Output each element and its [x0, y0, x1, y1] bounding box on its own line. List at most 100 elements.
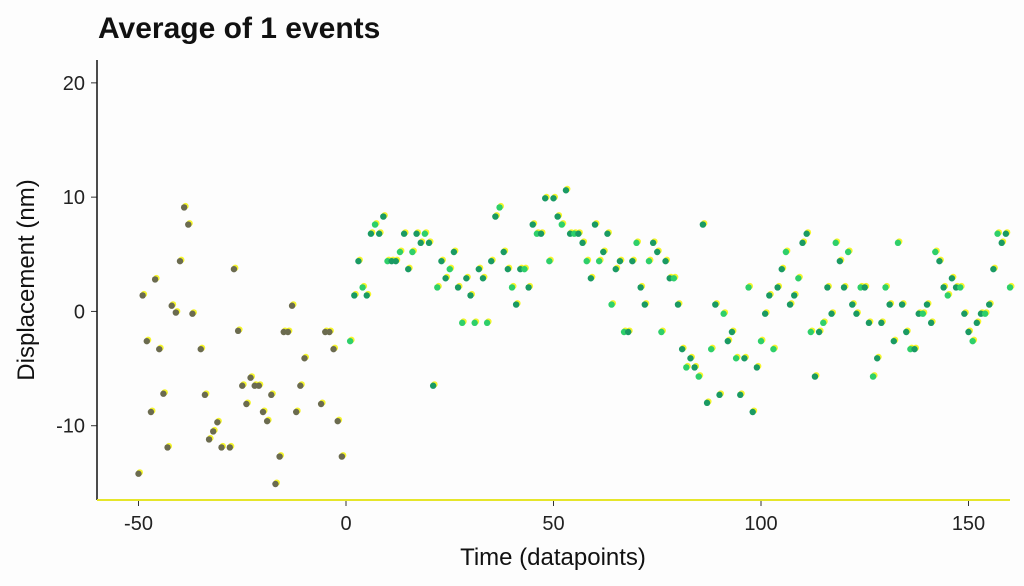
data-point: [226, 444, 233, 451]
x-axis-title: Time (datapoints): [460, 544, 646, 571]
data-point: [633, 239, 640, 247]
data-point: [355, 257, 362, 265]
data-point: [658, 328, 665, 336]
data-point: [969, 337, 976, 345]
data-point: [745, 284, 752, 291]
data-point: [396, 248, 404, 256]
data-point: [828, 310, 835, 317]
data-point: [728, 328, 736, 336]
data-point: [683, 364, 690, 371]
y-axis-ticks: -10 0 10 20: [56, 73, 97, 438]
data-point: [562, 187, 570, 194]
data-point: [450, 248, 458, 256]
data-point: [994, 230, 1001, 237]
data-point: [301, 355, 308, 362]
x-axis-ticks: -50 0 50 100 150: [124, 500, 985, 535]
data-point: [645, 257, 653, 265]
data-point: [957, 284, 964, 291]
data-point: [641, 301, 648, 308]
data-point: [475, 265, 482, 273]
data-point: [741, 355, 748, 362]
data-point: [944, 292, 951, 299]
data-point: [708, 345, 715, 353]
data-point: [492, 213, 499, 220]
data-point: [732, 355, 740, 362]
data-point: [276, 453, 283, 460]
y-axis-title: Displacement (nm): [13, 179, 40, 380]
data-point: [338, 453, 346, 460]
data-point: [629, 257, 636, 265]
data-point: [346, 337, 354, 345]
data-point: [703, 399, 711, 407]
data-point: [180, 204, 188, 211]
data-point: [990, 265, 997, 273]
data-point: [537, 230, 545, 237]
data-point: [550, 195, 557, 202]
data-point: [799, 239, 806, 247]
data-point: [214, 419, 221, 426]
data-point: [923, 301, 931, 308]
data-point: [878, 319, 885, 327]
x-tick-label: 100: [744, 513, 777, 535]
data-point: [512, 301, 520, 308]
data-point: [807, 328, 814, 336]
data-point: [434, 284, 441, 291]
data-point: [197, 345, 204, 353]
data-point: [380, 213, 387, 220]
x-tick-label: 0: [340, 513, 351, 535]
data-point: [699, 221, 707, 228]
data-point: [409, 248, 416, 256]
data-point: [168, 302, 175, 309]
x-tick-label: -50: [124, 513, 153, 535]
data-point: [135, 470, 142, 477]
data-point: [940, 284, 947, 291]
data-point: [836, 257, 844, 265]
data-point: [454, 284, 462, 291]
data-point: [724, 337, 731, 345]
data-point: [438, 257, 445, 265]
data-point: [691, 364, 698, 371]
data-point: [525, 284, 532, 291]
data-point: [172, 309, 180, 316]
data-point: [961, 310, 968, 317]
data-point: [176, 257, 184, 265]
data-point: [670, 275, 678, 282]
data-point: [160, 390, 167, 397]
data-point: [579, 239, 586, 247]
data-point: [662, 257, 669, 265]
data-point: [504, 265, 512, 273]
data-point: [508, 284, 516, 291]
data-point: [496, 204, 503, 211]
data-point: [890, 337, 897, 345]
data-point: [143, 337, 150, 345]
data-point: [542, 195, 549, 202]
y-tick-label: 0: [74, 301, 85, 323]
data-point: [861, 284, 868, 291]
data-point: [263, 417, 271, 425]
data-point: [749, 408, 756, 416]
data-point: [832, 239, 839, 247]
data-point: [932, 248, 939, 256]
data-point: [405, 265, 412, 273]
data-point: [156, 345, 163, 353]
chart-title: Average of 1 events: [98, 12, 380, 45]
data-point: [164, 444, 171, 451]
data-point: [1006, 284, 1014, 291]
data-point: [479, 275, 487, 282]
data-point: [488, 257, 495, 265]
data-point: [936, 257, 943, 265]
data-point: [425, 239, 433, 247]
data-point: [529, 221, 536, 228]
data-point: [591, 221, 599, 228]
data-point: [400, 230, 408, 237]
data-point: [882, 284, 889, 291]
data-point: [371, 221, 379, 228]
data-point: [255, 382, 263, 389]
data-point: [284, 328, 292, 336]
y-tick-label: -10: [56, 416, 85, 438]
data-point: [463, 275, 470, 282]
data-point: [600, 248, 607, 256]
data-point: [981, 310, 989, 317]
data-point: [998, 239, 1005, 247]
